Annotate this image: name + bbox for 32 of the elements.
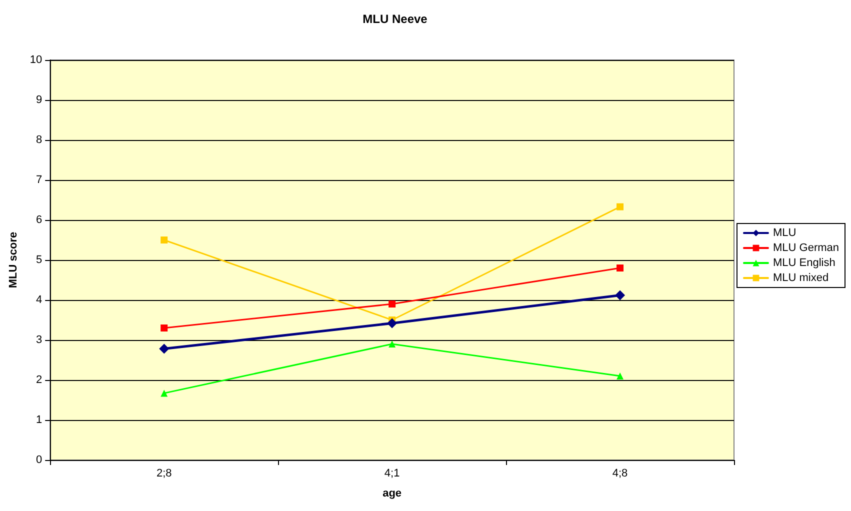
point <box>387 318 398 328</box>
point <box>388 340 396 348</box>
point <box>160 236 168 244</box>
y-tick-label: 6 <box>36 214 42 226</box>
legend-label: MLU English <box>772 257 836 269</box>
legend-label: MLU German <box>772 242 840 254</box>
y-tick-label: 10 <box>30 54 42 66</box>
y-tick-label: 8 <box>36 134 42 146</box>
x-tick-label: 2;8 <box>156 468 172 480</box>
y-tick-label: 1 <box>36 414 42 426</box>
point <box>388 300 396 308</box>
point <box>160 390 168 397</box>
point <box>616 203 624 210</box>
chart-title: MLU Neeve <box>362 12 428 26</box>
legend-label: MLU <box>772 227 796 239</box>
y-tick-label: 0 <box>36 454 42 466</box>
x-axis-title: age <box>382 488 402 500</box>
y-tick-label: 9 <box>36 94 42 106</box>
y-tick-label: 4 <box>36 294 42 306</box>
x-tick-label: 4;8 <box>612 468 628 480</box>
legend-label: MLU mixed <box>772 272 829 284</box>
point <box>159 344 170 354</box>
y-axis-title: MLU score <box>8 232 20 288</box>
x-tick-label: 4;1 <box>384 468 400 480</box>
y-tick-label: 5 <box>36 254 42 266</box>
point <box>160 324 168 332</box>
point <box>615 290 626 300</box>
y-tick-label: 7 <box>36 174 42 186</box>
y-tick-label: 2 <box>36 374 42 386</box>
point <box>616 264 624 272</box>
y-tick-label: 3 <box>36 334 42 346</box>
point <box>616 372 624 380</box>
